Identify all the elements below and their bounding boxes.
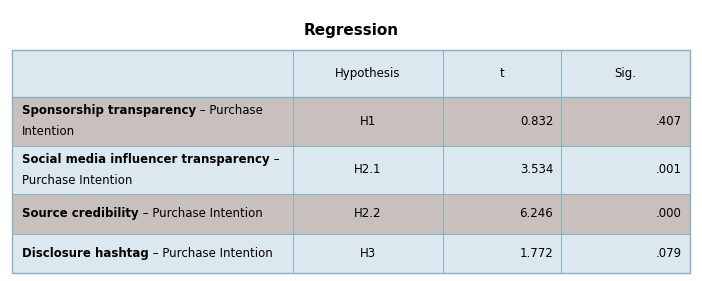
- Text: H3: H3: [360, 247, 376, 260]
- Text: H2.2: H2.2: [355, 207, 382, 221]
- Bar: [12, 50, 690, 273]
- Text: .000: .000: [656, 207, 682, 221]
- Text: Disclosure hashtag: Disclosure hashtag: [22, 247, 149, 260]
- Text: H2.1: H2.1: [355, 164, 382, 176]
- Bar: [12, 50, 690, 273]
- Text: Purchase Intention: Purchase Intention: [22, 174, 133, 187]
- Text: H1: H1: [360, 115, 376, 128]
- Text: – Purchase: – Purchase: [196, 104, 263, 117]
- Text: .001: .001: [656, 164, 682, 176]
- Text: – Purchase Intention: – Purchase Intention: [149, 247, 272, 260]
- Text: Social media influencer transparency: Social media influencer transparency: [22, 153, 270, 166]
- Text: 3.534: 3.534: [519, 164, 553, 176]
- Text: Source credibility: Source credibility: [22, 207, 138, 221]
- Text: 0.832: 0.832: [519, 115, 553, 128]
- Text: Sponsorship transparency: Sponsorship transparency: [22, 104, 196, 117]
- Text: .407: .407: [656, 115, 682, 128]
- Text: Hypothesis: Hypothesis: [335, 67, 401, 80]
- Text: – Purchase Intention: – Purchase Intention: [138, 207, 263, 221]
- Text: Sig.: Sig.: [614, 67, 637, 80]
- Text: –: –: [270, 153, 279, 166]
- Text: 6.246: 6.246: [519, 207, 553, 221]
- Text: Regression: Regression: [303, 24, 399, 38]
- Text: Intention: Intention: [22, 125, 75, 139]
- Text: 1.772: 1.772: [519, 247, 553, 260]
- Bar: [12, 194, 690, 234]
- Text: .079: .079: [656, 247, 682, 260]
- Bar: [12, 97, 690, 146]
- Text: t: t: [500, 67, 504, 80]
